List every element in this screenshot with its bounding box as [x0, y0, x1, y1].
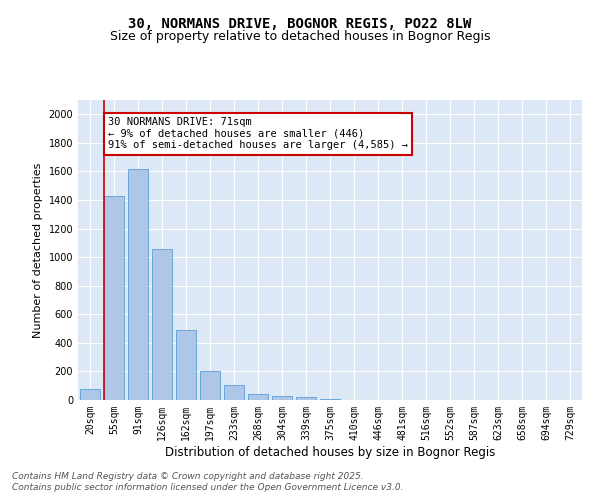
Bar	[320, 398, 340, 400]
Bar	[128, 168, 148, 400]
X-axis label: Distribution of detached houses by size in Bognor Regis: Distribution of detached houses by size …	[165, 446, 495, 458]
Text: 30 NORMANS DRIVE: 71sqm
← 9% of detached houses are smaller (446)
91% of semi-de: 30 NORMANS DRIVE: 71sqm ← 9% of detached…	[108, 117, 408, 150]
Text: Contains public sector information licensed under the Open Government Licence v3: Contains public sector information licen…	[12, 484, 404, 492]
Text: Size of property relative to detached houses in Bognor Regis: Size of property relative to detached ho…	[110, 30, 490, 43]
Bar	[104, 196, 124, 400]
Bar	[272, 396, 292, 400]
Bar	[224, 385, 244, 400]
Bar	[200, 370, 220, 400]
Bar	[248, 394, 268, 400]
Bar	[80, 388, 100, 400]
Bar	[296, 398, 316, 400]
Bar	[176, 330, 196, 400]
Text: 30, NORMANS DRIVE, BOGNOR REGIS, PO22 8LW: 30, NORMANS DRIVE, BOGNOR REGIS, PO22 8L…	[128, 18, 472, 32]
Y-axis label: Number of detached properties: Number of detached properties	[33, 162, 43, 338]
Text: Contains HM Land Registry data © Crown copyright and database right 2025.: Contains HM Land Registry data © Crown c…	[12, 472, 364, 481]
Bar	[152, 248, 172, 400]
